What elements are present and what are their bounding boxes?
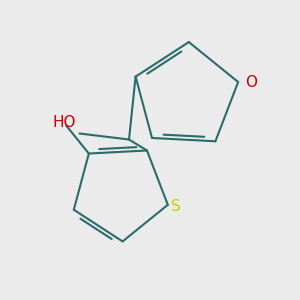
Text: O: O: [245, 74, 257, 89]
Text: HO: HO: [52, 115, 76, 130]
Text: S: S: [171, 199, 181, 214]
